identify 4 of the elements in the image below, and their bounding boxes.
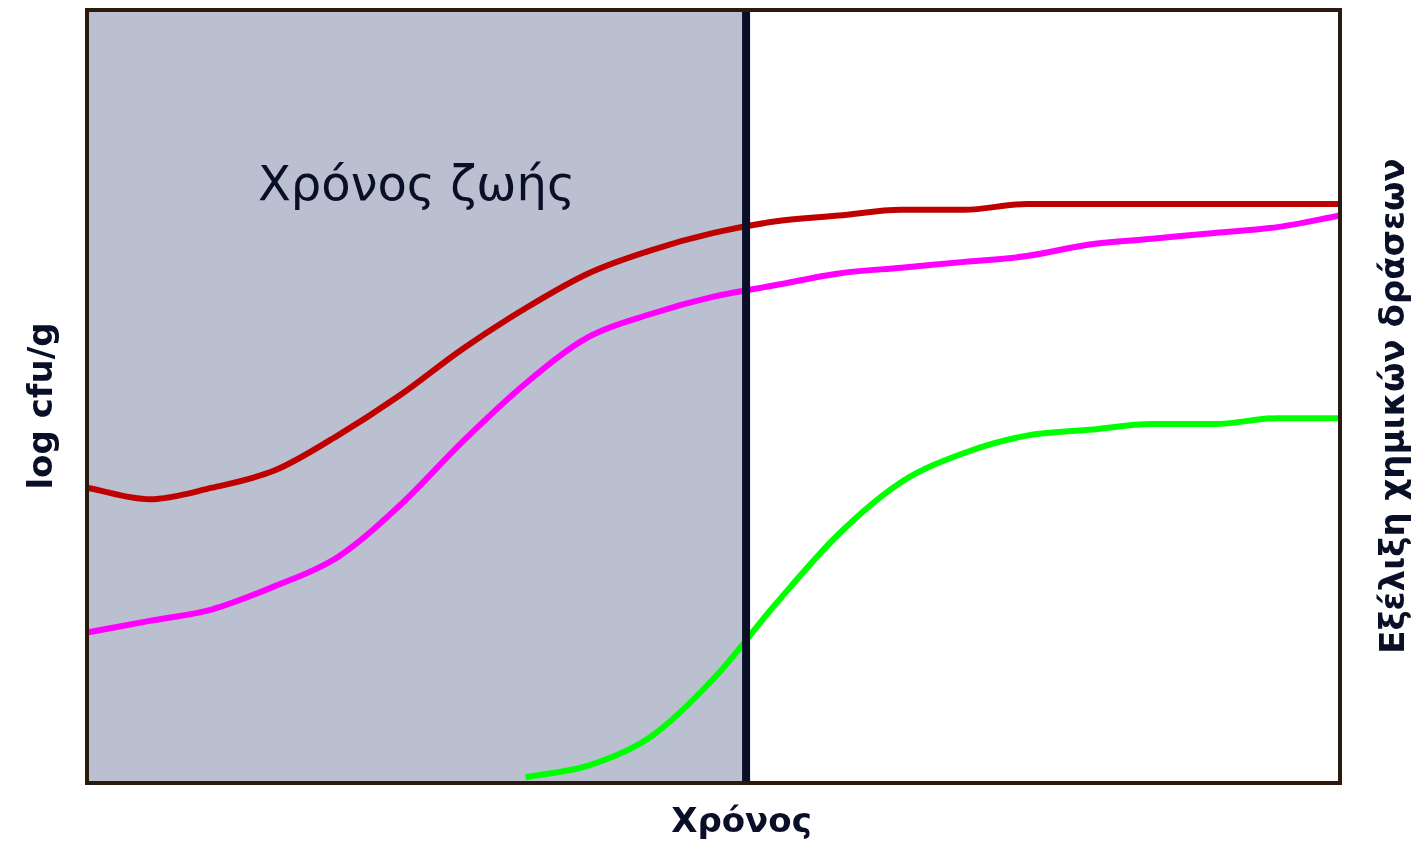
x-axis-title: Χρόνος: [670, 800, 813, 840]
annotation: Χρόνος ζωής: [257, 155, 576, 212]
y2-axis-title: Εξέλιξη χημικών δράσεων: [1372, 158, 1412, 654]
y-axis-title: log cfu/g: [20, 322, 60, 490]
